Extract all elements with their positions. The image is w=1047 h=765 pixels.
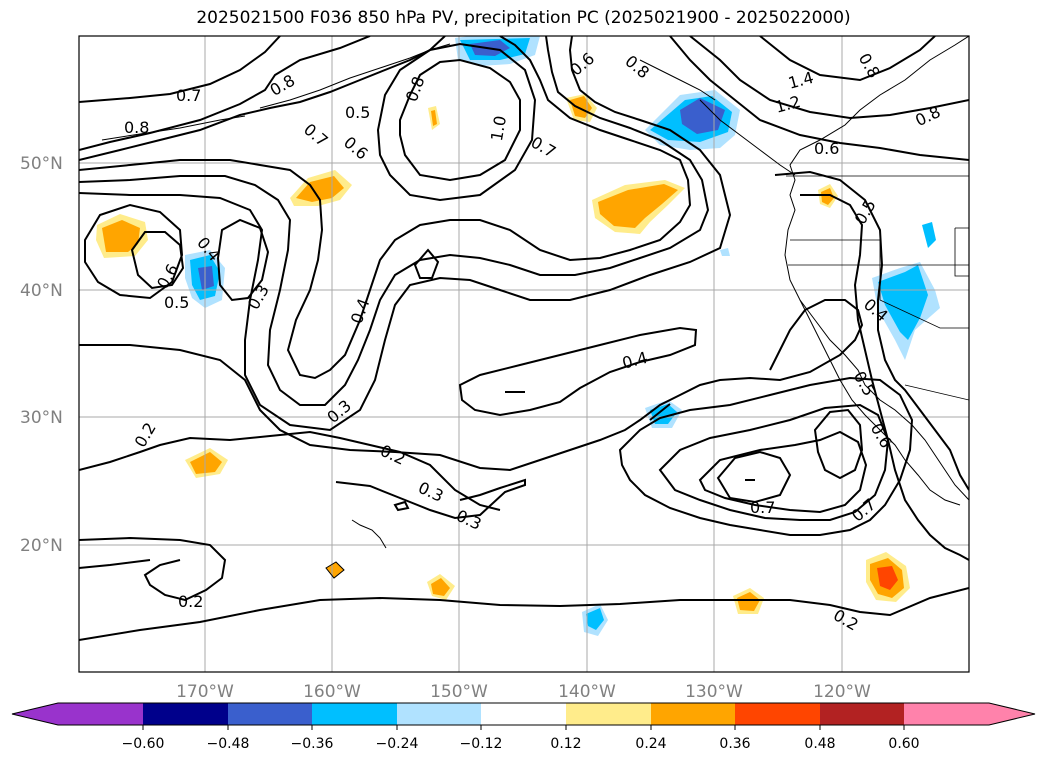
lat-label: 30°N	[20, 408, 63, 428]
contour-label: 0.8	[621, 51, 653, 82]
colorbar-tick-label: −0.48	[207, 736, 250, 752]
colorbar-tick-label: 0.36	[719, 736, 750, 752]
colorbar-extend-right	[989, 703, 1035, 725]
colorbar-tick-marks	[142, 725, 905, 730]
colorbar-tick-label: 0.48	[804, 736, 835, 752]
colorbar-tick-label: −0.36	[291, 736, 334, 752]
pv-contours	[79, 36, 969, 641]
contour-label: 0.7	[176, 86, 201, 105]
contour-label: 0.6	[340, 133, 372, 164]
contour-label: 0.6	[814, 139, 839, 158]
fill-blob	[586, 608, 604, 630]
colorbar-segment	[481, 703, 566, 725]
contour-label: 0.7	[848, 495, 880, 526]
fill-blob	[737, 592, 760, 611]
fill-blob	[720, 248, 730, 256]
colorbar-segment	[566, 703, 651, 725]
lat-label: 40°N	[20, 281, 63, 301]
colorbar-segment	[651, 703, 735, 725]
fill-blob	[326, 562, 344, 578]
lon-label: 150°W	[430, 682, 488, 702]
contour-label: 1.0	[487, 114, 510, 142]
fill-blob	[878, 265, 928, 340]
contour-label: 0.2	[178, 592, 203, 611]
coastlines	[101, 36, 969, 579]
map-frame	[78, 35, 970, 673]
fill-blob	[190, 452, 222, 474]
colorbar-segment	[820, 703, 904, 725]
fill-blob	[431, 110, 437, 126]
contour-label: 0.5	[164, 293, 189, 312]
map-title: 2025021500 F036 850 hPa PV, precipitatio…	[196, 8, 851, 28]
fill-blob	[102, 220, 140, 252]
contour-label: 0.7	[750, 498, 775, 517]
contour-label: 1.4	[786, 68, 816, 93]
colorbar-segment	[228, 703, 312, 725]
colorbar-segment	[58, 703, 143, 725]
colorbar-segment	[143, 703, 228, 725]
colorbar-segment	[397, 703, 481, 725]
fill-blob	[598, 184, 678, 228]
lon-label: 170°W	[176, 682, 234, 702]
contour-label: 0.2	[830, 605, 862, 634]
lat-label: 50°N	[20, 154, 63, 174]
lon-label: 120°W	[813, 682, 871, 702]
gridlines	[79, 36, 969, 672]
contour-label: 0.8	[855, 50, 884, 82]
contour-label: 0.8	[124, 118, 149, 137]
contour-label: 0.3	[453, 506, 484, 534]
colorbar-tick-label: −0.12	[460, 736, 503, 752]
contour-label: 0.2	[377, 441, 408, 469]
colorbar-segment	[735, 703, 820, 725]
precipitation-fills	[96, 36, 940, 636]
contour-label: 1.2	[773, 92, 803, 117]
contour-label: 0.8	[402, 74, 429, 104]
fill-blob	[198, 266, 214, 290]
colorbar-tick-label: −0.24	[376, 736, 419, 752]
colorbar-segment	[312, 703, 397, 725]
colorbar-segment	[904, 703, 989, 725]
contour-label: 0.4	[347, 296, 374, 326]
contour-label: 0.8	[267, 71, 299, 100]
contour-label: 0.5	[345, 103, 370, 122]
fill-blob	[922, 222, 936, 248]
contour-label: 0.4	[620, 348, 650, 373]
colorbar: −0.60 −0.48 −0.36 −0.24 −0.12 0.12 0.24 …	[11, 702, 1036, 752]
colorbar-outline	[11, 702, 1036, 726]
colorbar-tick-label: 0.12	[550, 736, 581, 752]
fill-blob	[431, 578, 450, 596]
lat-label: 20°N	[20, 536, 63, 556]
contour-label: 0.7	[300, 120, 332, 151]
colorbar-extend-left	[12, 703, 58, 725]
contour-label: 0.6	[867, 420, 896, 452]
lon-label: 160°W	[303, 682, 361, 702]
lon-label: 140°W	[558, 682, 616, 702]
colorbar-tick-label: −0.60	[122, 736, 165, 752]
colorbar-tick-label: 0.24	[635, 736, 666, 752]
contour-label: 0.3	[415, 478, 446, 506]
lon-label: 130°W	[685, 682, 743, 702]
fill-blob	[821, 188, 834, 205]
colorbar-tick-label: 0.60	[888, 736, 919, 752]
fill-blob	[877, 566, 898, 590]
